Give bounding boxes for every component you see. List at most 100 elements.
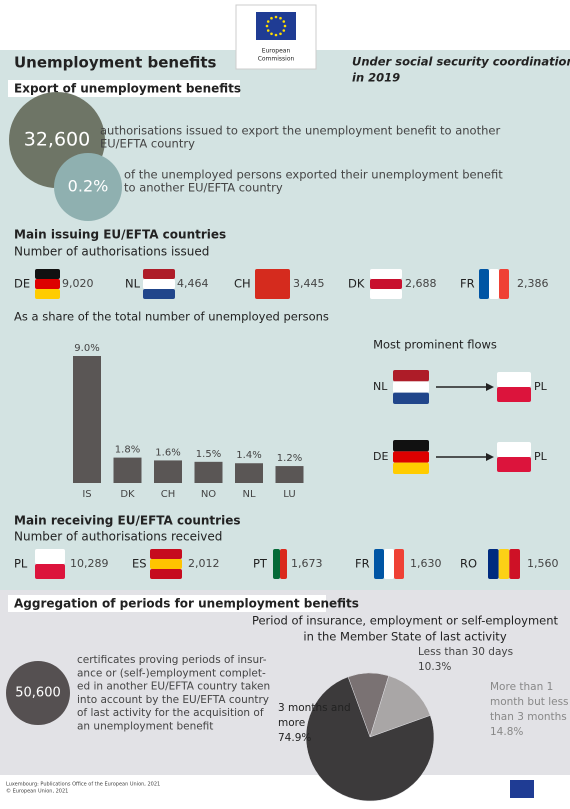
footer-text: © European Union, 2021	[6, 788, 68, 795]
flag	[479, 269, 489, 299]
x-tick-label: IS	[82, 489, 91, 500]
logo-star	[265, 24, 269, 28]
stat-value: 32,600	[24, 129, 90, 151]
flow-arrowhead	[486, 383, 494, 391]
footer-logo	[510, 780, 534, 798]
logo-star	[282, 20, 286, 23]
flag	[393, 370, 429, 382]
flow-from: DE	[373, 450, 388, 463]
country-code: DK	[348, 277, 365, 291]
logo-text: Commission	[258, 56, 295, 63]
flag	[370, 289, 402, 299]
x-tick-label: NL	[242, 489, 255, 500]
logo-star	[279, 32, 282, 36]
bar	[235, 463, 263, 483]
stat-text: EU/EFTA country	[100, 137, 195, 151]
country-code: DE	[14, 277, 30, 291]
value-label: 1.6%	[155, 447, 180, 458]
stat-text: ance or (self-)employment complet-	[77, 667, 266, 679]
flag	[150, 549, 182, 559]
flow-to: PL	[534, 450, 548, 463]
stat-text: ed in another EU/EFTA country taken	[77, 681, 270, 693]
x-tick-label: NO	[201, 489, 216, 500]
pie-label: 3 months and more	[278, 702, 351, 729]
flow-arrowhead	[486, 453, 494, 461]
flag	[393, 440, 429, 452]
bar	[73, 356, 101, 483]
flag	[384, 549, 394, 579]
section-heading: Main receiving EU/EFTA countries	[14, 514, 240, 528]
flag	[393, 451, 429, 463]
pie-slice	[369, 675, 431, 738]
heading-box	[8, 595, 326, 612]
flag	[498, 549, 510, 579]
country-value: 1,630	[410, 557, 442, 570]
pie-value-label: 10.3%	[418, 661, 451, 673]
section-heading: Aggregation of periods for unemployment …	[14, 597, 359, 611]
stat-circle	[6, 661, 70, 725]
flag	[143, 289, 175, 299]
flag	[35, 279, 60, 289]
stat-text: authorisations issued to export the unem…	[100, 124, 500, 138]
country-code: ES	[132, 557, 147, 571]
flag	[393, 392, 429, 404]
flag	[489, 269, 499, 299]
country-value: 1,673	[291, 557, 323, 570]
stat-text: to another EU/EFTA country	[124, 181, 283, 195]
value-label: 9.0%	[74, 343, 99, 354]
flag	[374, 549, 384, 579]
page-subtitle: in 2019	[352, 71, 400, 85]
flag	[509, 549, 520, 579]
logo-star	[266, 29, 270, 32]
country-value: 2,688	[405, 277, 437, 290]
flag	[280, 549, 287, 579]
flag	[35, 289, 60, 299]
country-code: PL	[14, 557, 28, 571]
x-tick-label: LU	[283, 489, 295, 500]
bar	[154, 460, 182, 483]
section-heading: Export of unemployment benefits	[14, 82, 241, 96]
flag	[393, 462, 429, 474]
flag	[370, 269, 402, 279]
x-tick-label: CH	[161, 489, 176, 500]
flag	[394, 549, 404, 579]
chart-title: As a share of the total number of unempl…	[14, 310, 329, 324]
logo-star	[283, 24, 287, 28]
logo-star	[270, 16, 273, 20]
country-code: PT	[253, 557, 268, 571]
logo-star	[274, 33, 278, 37]
stat-value: 50,600	[15, 686, 61, 701]
footer-text: Luxembourg: Publications Office of the E…	[6, 782, 160, 788]
value-label: 1.8%	[115, 445, 140, 456]
pie-label: More than 1 month but less than 3 months	[490, 681, 569, 723]
logo-star	[270, 32, 273, 36]
bar	[194, 461, 223, 483]
country-value: 2,012	[188, 557, 220, 570]
pie-value-label: 74.9%	[278, 732, 311, 744]
flag	[150, 569, 182, 579]
country-code: NL	[125, 277, 141, 291]
bottom-background	[0, 590, 570, 775]
logo-star	[279, 16, 282, 20]
flag	[35, 564, 65, 579]
country-value: 3,445	[293, 277, 325, 290]
value-label: 1.4%	[236, 450, 261, 461]
logo-star	[282, 29, 286, 32]
bar	[113, 457, 142, 483]
page-subtitle: Under social security coordination	[352, 55, 570, 69]
flag	[488, 549, 499, 579]
flow-from: NL	[373, 380, 388, 393]
bar	[275, 466, 304, 483]
flag	[273, 549, 280, 579]
pie-value-label: 14.8%	[490, 726, 523, 738]
section-heading: Main issuing EU/EFTA countries	[14, 228, 226, 242]
logo-star	[274, 15, 278, 19]
country-value: 4,464	[177, 277, 209, 290]
chart-title: in the Member State of last activity	[303, 630, 506, 644]
x-tick-label: DK	[120, 489, 135, 500]
flows-title: Most prominent flows	[373, 338, 497, 352]
stat-text: of last activity for the acquisition of	[77, 707, 264, 719]
country-value: 1,560	[527, 557, 559, 570]
